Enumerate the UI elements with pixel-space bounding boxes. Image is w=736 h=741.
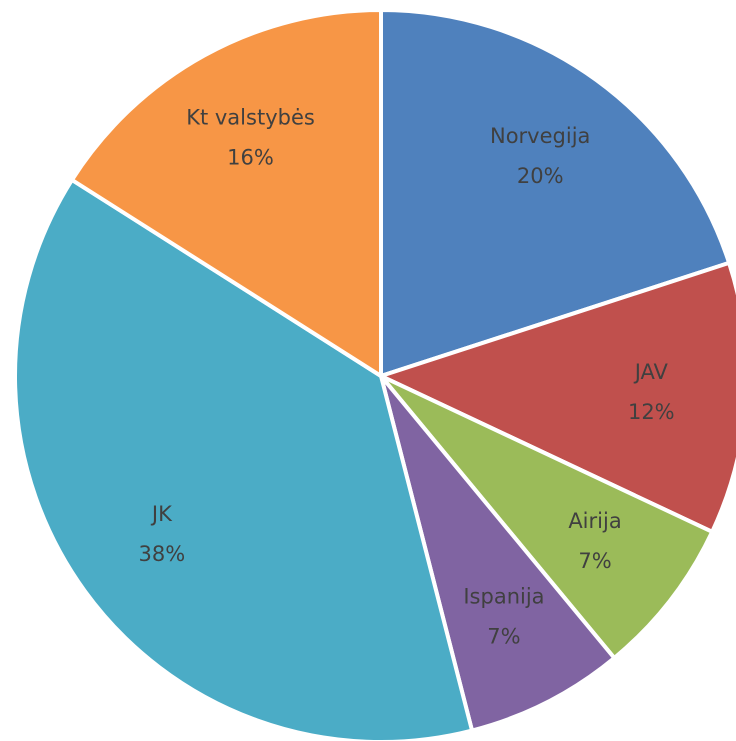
pie-slice	[69, 7, 383, 380]
slice-label: Norvegija	[490, 124, 590, 148]
slice-label: JK	[150, 502, 173, 526]
pie-slice	[375, 260, 736, 535]
pie-slice	[379, 374, 715, 661]
slice-value-label: 7%	[487, 624, 520, 648]
slice-label: Kt valstybės	[186, 106, 315, 130]
slice-value-label: 20%	[517, 164, 564, 188]
slice-value-label: 38%	[139, 542, 186, 566]
slice-label: JAV	[633, 360, 669, 384]
pie-slice	[379, 7, 732, 379]
slice-value-label: 7%	[578, 549, 611, 573]
slice-value-label: 16%	[227, 146, 274, 170]
pie-slice	[379, 374, 618, 733]
slice-label: Airija	[568, 509, 621, 533]
slice-label: Ispanija	[463, 584, 544, 608]
slice-value-label: 12%	[628, 400, 675, 424]
